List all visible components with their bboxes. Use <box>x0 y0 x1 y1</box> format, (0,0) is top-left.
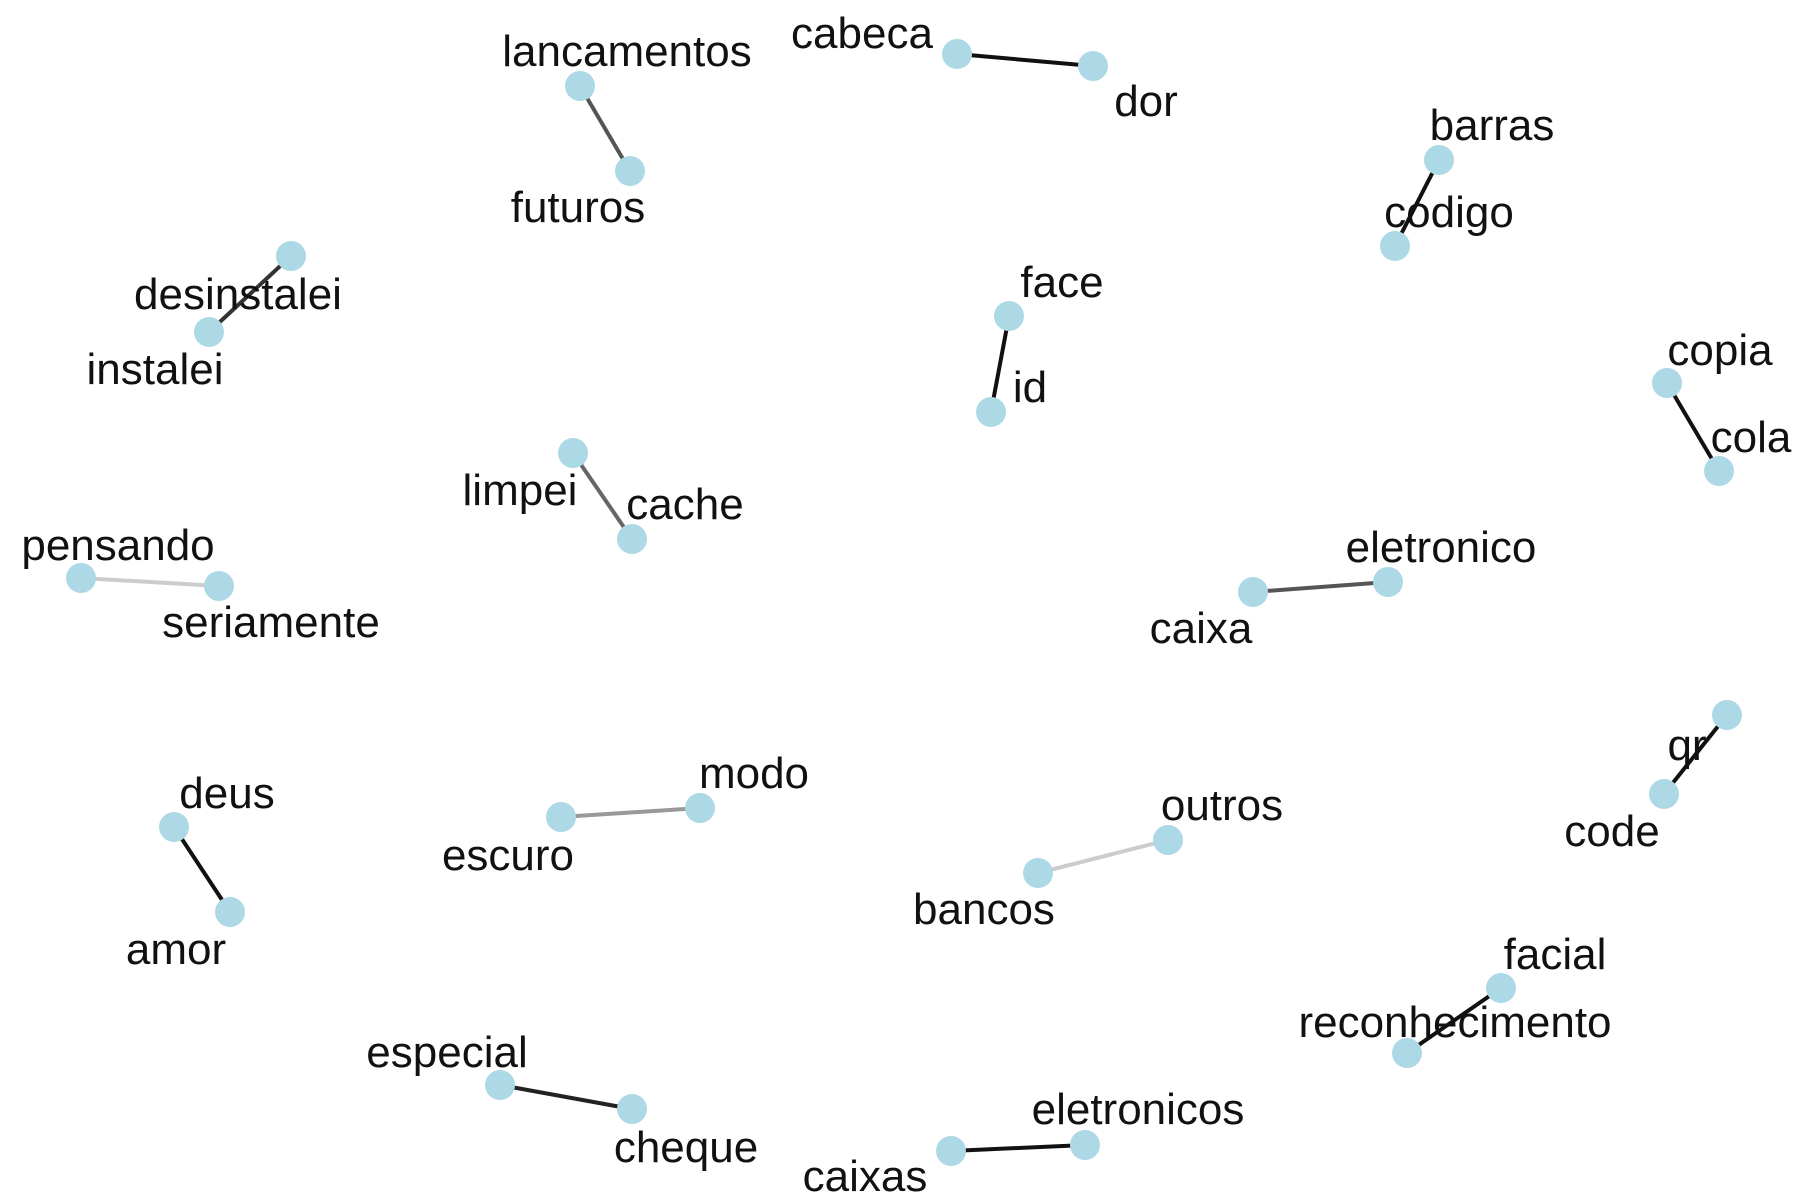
node-facial <box>1486 973 1516 1003</box>
edge-qr-code <box>1662 713 1729 796</box>
node-cabeca <box>942 39 972 69</box>
node-lancamentos <box>565 71 595 101</box>
node-caixa <box>1238 577 1268 607</box>
label-seriamente: seriamente <box>162 598 380 647</box>
label-dor: dor <box>1114 77 1178 126</box>
node-face <box>994 301 1024 331</box>
edge-deus-amor <box>172 825 232 914</box>
node-pensando <box>66 563 96 593</box>
label-face: face <box>1020 258 1103 307</box>
label-caixa: caixa <box>1150 604 1253 653</box>
label-escuro: escuro <box>442 831 574 880</box>
node-amor <box>215 897 245 927</box>
label-eletronicos: eletronicos <box>1032 1085 1245 1134</box>
label-cola: cola <box>1711 413 1792 462</box>
label-copia: copia <box>1667 326 1773 375</box>
label-futuros: futuros <box>511 183 646 232</box>
label-pensando: pensando <box>21 521 214 570</box>
node-dor <box>1078 51 1108 81</box>
label-cache: cache <box>626 480 743 529</box>
label-id: id <box>1013 363 1047 412</box>
label-outros: outros <box>1161 781 1283 830</box>
node-seriamente <box>204 571 234 601</box>
label-barras: barras <box>1430 101 1555 150</box>
label-codigo: codigo <box>1384 188 1514 237</box>
node-code <box>1649 779 1679 809</box>
edge-facial-reconhecimento <box>1405 986 1503 1055</box>
label-deus: deus <box>179 769 274 818</box>
edge-caixas-eletronicos <box>950 1143 1086 1153</box>
node-qr <box>1712 700 1742 730</box>
node-reconhecimento <box>1392 1038 1422 1068</box>
edges <box>80 52 1729 1153</box>
label-modo: modo <box>699 749 809 798</box>
edge-limpei-cache <box>571 451 634 541</box>
edge-especial-cheque <box>499 1083 633 1111</box>
edge-cabeca-dor <box>956 52 1094 68</box>
node-copia <box>1652 368 1682 398</box>
node-deus <box>159 812 189 842</box>
nodes <box>66 39 1742 1166</box>
label-cabeca: cabeca <box>791 9 933 58</box>
node-eletronicos <box>1070 1130 1100 1160</box>
label-lancamentos: lancamentos <box>502 27 751 76</box>
label-eletronico: eletronico <box>1346 523 1537 572</box>
node-cheque <box>617 1094 647 1124</box>
node-bancos <box>1023 858 1053 888</box>
node-limpei <box>558 438 588 468</box>
label-reconhecimento: reconhecimento <box>1298 998 1611 1047</box>
edge-face-id <box>989 315 1011 413</box>
node-eletronico <box>1373 567 1403 597</box>
node-barras <box>1424 145 1454 175</box>
node-caixas <box>936 1136 966 1166</box>
label-especial: especial <box>366 1028 527 1077</box>
label-qr: qr <box>1667 721 1706 770</box>
label-instalei: instalei <box>87 345 224 394</box>
label-facial: facial <box>1504 930 1607 979</box>
node-cola <box>1704 456 1734 486</box>
edge-bancos-outros <box>1037 838 1169 875</box>
edge-desinstalei-instalei <box>207 254 293 334</box>
node-desinstalei <box>276 241 306 271</box>
node-codigo <box>1380 231 1410 261</box>
label-cheque: cheque <box>614 1123 758 1172</box>
edge-caixa-eletronico <box>1252 580 1389 594</box>
node-id <box>976 397 1006 427</box>
node-outros <box>1153 825 1183 855</box>
edge-barras-codigo <box>1393 159 1441 247</box>
edge-pensando-seriamente <box>80 576 220 588</box>
edge-lancamentos-futuros <box>578 84 632 173</box>
node-futuros <box>615 156 645 186</box>
label-amor: amor <box>126 925 226 974</box>
node-especial <box>485 1070 515 1100</box>
label-caixas: caixas <box>803 1152 928 1200</box>
node-cache <box>617 524 647 554</box>
edge-escuro-modo <box>560 806 701 819</box>
label-bancos: bancos <box>913 885 1055 934</box>
labels: cabeca dor lancamentos futuros barras codigo d… <box>21 9 1792 1200</box>
label-limpei: limpei <box>463 466 578 515</box>
node-modo <box>685 793 715 823</box>
label-desinstalei: desinstalei <box>134 270 342 319</box>
label-code: code <box>1564 807 1659 856</box>
edge-copia-cola <box>1665 381 1721 473</box>
node-escuro <box>546 802 576 832</box>
node-instalei <box>194 317 224 347</box>
